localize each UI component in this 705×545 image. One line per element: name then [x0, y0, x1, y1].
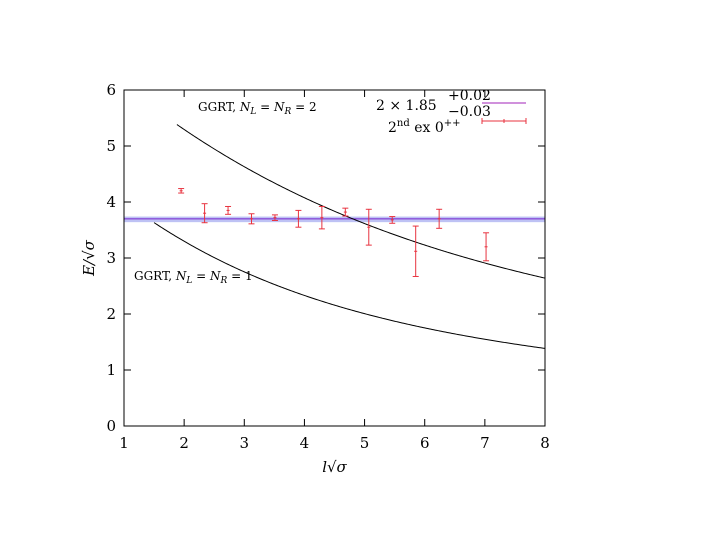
y-tick-label: 0 [106, 417, 116, 435]
data-point [318, 205, 325, 230]
y-tick-label: 2 [106, 305, 116, 323]
y-tick-label: 6 [106, 81, 116, 99]
data-point [436, 208, 443, 229]
x-axis-title: l√σ [322, 458, 347, 476]
x-tick-label: 5 [360, 434, 370, 452]
data-point [178, 188, 185, 194]
data-point [225, 205, 232, 215]
x-tick-label: 1 [119, 434, 129, 452]
y-tick-label: 3 [106, 249, 116, 267]
data-point [271, 214, 278, 221]
x-tick-label: 6 [420, 434, 430, 452]
legend-sub: −0.03 [448, 104, 491, 120]
ggrt-curves-layer [153, 124, 545, 349]
axis-ticks-layer [123, 89, 546, 427]
data-point [342, 207, 349, 217]
x-tick-label: 3 [240, 434, 250, 452]
data-point [248, 213, 255, 225]
legend-sup: +0.02 [448, 88, 491, 104]
y-axis-title: E/√σ [80, 239, 98, 277]
curve-label-n1: GGRT, NL = NR = 1 [134, 269, 253, 286]
plot-frame [123, 89, 546, 427]
data-point [389, 216, 396, 224]
data-point [201, 203, 208, 224]
data-point [412, 225, 419, 277]
y-tick-label: 4 [106, 193, 116, 211]
legend-label-points: 2nd ex 0++ [388, 118, 461, 136]
y-tick-label: 1 [106, 361, 116, 379]
y-tick-label: 5 [106, 137, 116, 155]
legend-swatch-points [481, 118, 527, 124]
ggrt-curve-n2 [176, 124, 545, 279]
data-point [483, 232, 490, 262]
curve-label-n2: GGRT, NL = NR = 2 [198, 100, 317, 117]
legend-label-band: 2 × 1.85 [376, 98, 437, 114]
data-points-layer [178, 188, 490, 277]
x-tick-label: 4 [300, 434, 310, 452]
x-tick-label: 7 [480, 434, 490, 452]
data-point [365, 208, 372, 246]
annotations-layer: GGRT, NL = NR = 1 GGRT, NL = NR = 2 [134, 100, 317, 286]
horizontal-band-layer [124, 216, 545, 223]
ggrt-curve-n1 [153, 222, 545, 349]
x-tick-label: 8 [540, 434, 550, 452]
data-point [295, 209, 302, 228]
x-tick-label: 2 [179, 434, 189, 452]
